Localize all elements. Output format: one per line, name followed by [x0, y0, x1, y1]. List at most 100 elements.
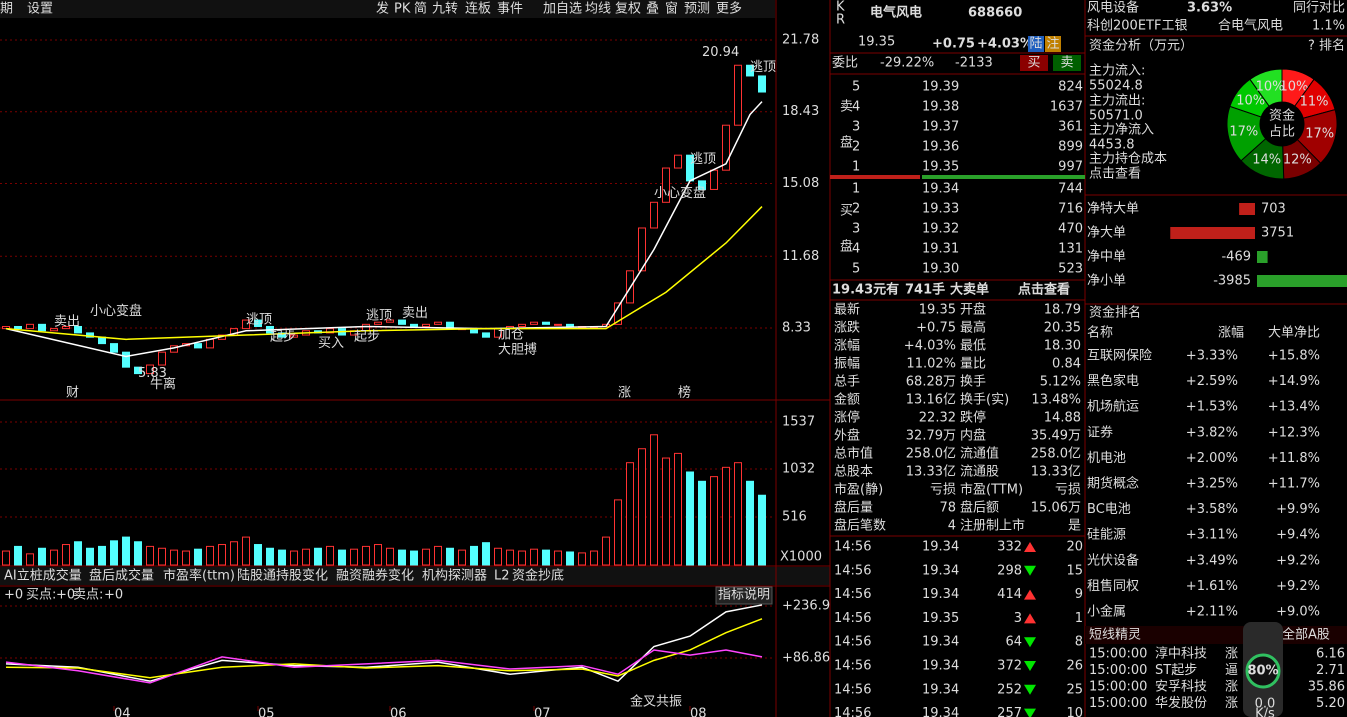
- label[interactable]: 硅能源: [1087, 528, 1126, 543]
- volume-bar: [74, 541, 82, 566]
- label[interactable]: 证券: [1087, 424, 1113, 440]
- volume-bar: [14, 545, 22, 566]
- label: +2.59%: [1186, 374, 1238, 389]
- stock-name: 电气风电: [870, 5, 922, 21]
- label: 332: [997, 540, 1022, 555]
- toolbar-button[interactable]: 均线: [585, 2, 611, 17]
- candle: [110, 343, 118, 353]
- label: 19.37: [922, 120, 959, 135]
- signal-label: 20.94: [702, 45, 739, 60]
- label: 合电气风电: [1218, 18, 1283, 34]
- candle: [146, 364, 154, 375]
- label: 2: [852, 202, 860, 217]
- volume-bar: [566, 551, 574, 566]
- toolbar-button[interactable]: 设置: [27, 2, 53, 17]
- toolbar-button[interactable]: 事件: [497, 2, 523, 17]
- label[interactable]: 互联网保险: [1087, 349, 1152, 364]
- volume-bar: [578, 552, 586, 566]
- volume-bar: [698, 480, 706, 566]
- label: 15:00:00: [1089, 647, 1147, 662]
- label: 470: [1058, 222, 1083, 237]
- toolbar-button[interactable]: 九转: [432, 2, 458, 17]
- label: 78: [939, 501, 956, 516]
- volume-bar: [674, 452, 682, 566]
- label: 涨: [1225, 696, 1238, 711]
- label: 全部A股: [1282, 627, 1330, 643]
- toolbar-button[interactable]: 更多: [716, 1, 742, 17]
- candle: [518, 323, 526, 327]
- label[interactable]: 机场航运: [1087, 399, 1139, 415]
- tab[interactable]: L2: [494, 569, 510, 584]
- volume-bar: [62, 544, 70, 566]
- indicator-button[interactable]: 指标说明: [718, 588, 770, 603]
- toolbar-button[interactable]: 简: [414, 1, 427, 17]
- candle: [650, 201, 658, 229]
- toolbar-button[interactable]: 预测: [684, 2, 710, 17]
- label: 414: [997, 587, 1022, 602]
- toolbar-button[interactable]: 窗: [665, 1, 678, 17]
- label: 3: [852, 222, 860, 237]
- label: 19.38: [922, 100, 959, 115]
- label: 32.79万: [906, 429, 956, 444]
- tab[interactable]: 市盈率(ttm): [163, 568, 235, 584]
- label[interactable]: 租售同权: [1087, 578, 1139, 594]
- label[interactable]: 机电池: [1087, 451, 1126, 466]
- y-tick-label: 11.68: [782, 249, 819, 264]
- tag-bg: [1045, 36, 1061, 52]
- label[interactable]: 黑色家电: [1087, 373, 1139, 389]
- volume-bar: [386, 547, 394, 566]
- tab[interactable]: 资金抄底: [512, 568, 564, 584]
- candle: [158, 351, 166, 366]
- label: +3.82%: [1186, 425, 1238, 440]
- toolbar-button[interactable]: 连板: [465, 1, 491, 17]
- label: 名称: [1087, 325, 1113, 341]
- label[interactable]: 点击查看: [1018, 282, 1070, 298]
- toolbar-button[interactable]: 复权: [615, 1, 641, 17]
- candle: [74, 325, 82, 334]
- label: 外盘: [834, 428, 860, 444]
- tick-arrow: [1024, 661, 1036, 671]
- volume-bar: [590, 550, 598, 566]
- tab[interactable]: 盘后成交量: [89, 568, 154, 584]
- tab[interactable]: 融资融券变化: [336, 568, 414, 584]
- candle: [434, 321, 442, 325]
- button-bg: [715, 586, 773, 605]
- buy-button[interactable]: 买: [1027, 56, 1040, 71]
- label[interactable]: 期货概念: [1087, 476, 1139, 492]
- volume-bar: [758, 494, 766, 566]
- label: K: [836, 0, 845, 15]
- net-bar: [1257, 251, 1268, 263]
- label[interactable]: 光伏设备: [1087, 552, 1139, 568]
- toolbar-button[interactable]: 期: [0, 2, 13, 17]
- label[interactable]: 小金属: [1087, 604, 1126, 620]
- label: 是: [1068, 519, 1081, 534]
- tab[interactable]: AI立桩成交量: [4, 568, 82, 584]
- label: 买: [840, 204, 853, 219]
- candle: [386, 319, 394, 323]
- label[interactable]: BC电池: [1087, 502, 1131, 517]
- label: 委比: [832, 56, 858, 71]
- label: 3.63%: [1187, 1, 1232, 16]
- volume-bar: [506, 549, 514, 566]
- label: 361: [1058, 120, 1083, 135]
- label: 最低: [960, 339, 986, 354]
- toolbar-button[interactable]: 加自选: [543, 2, 582, 17]
- signal-label: 卖出: [54, 315, 80, 330]
- label: 盘: [840, 135, 853, 151]
- label: 资金排名: [1089, 305, 1141, 321]
- tab[interactable]: 陆股通持股变化: [237, 568, 328, 584]
- label: 总股本: [834, 465, 873, 480]
- label[interactable]: 点击查看: [1089, 166, 1141, 182]
- tab[interactable]: 机构探测器: [422, 569, 487, 584]
- sell-button[interactable]: 卖: [1060, 56, 1073, 71]
- tick-arrow: [1024, 565, 1036, 576]
- label: 2.71: [1316, 663, 1345, 678]
- toolbar-button[interactable]: 发: [376, 1, 389, 17]
- label: 17%: [1229, 124, 1258, 139]
- candle: [326, 328, 334, 334]
- toolbar-button[interactable]: 叠: [646, 2, 659, 17]
- label: 大卖单: [950, 282, 989, 298]
- tick-arrow: [1024, 542, 1036, 552]
- label: +3.25%: [1186, 477, 1238, 492]
- toolbar-button[interactable]: PK: [394, 2, 411, 17]
